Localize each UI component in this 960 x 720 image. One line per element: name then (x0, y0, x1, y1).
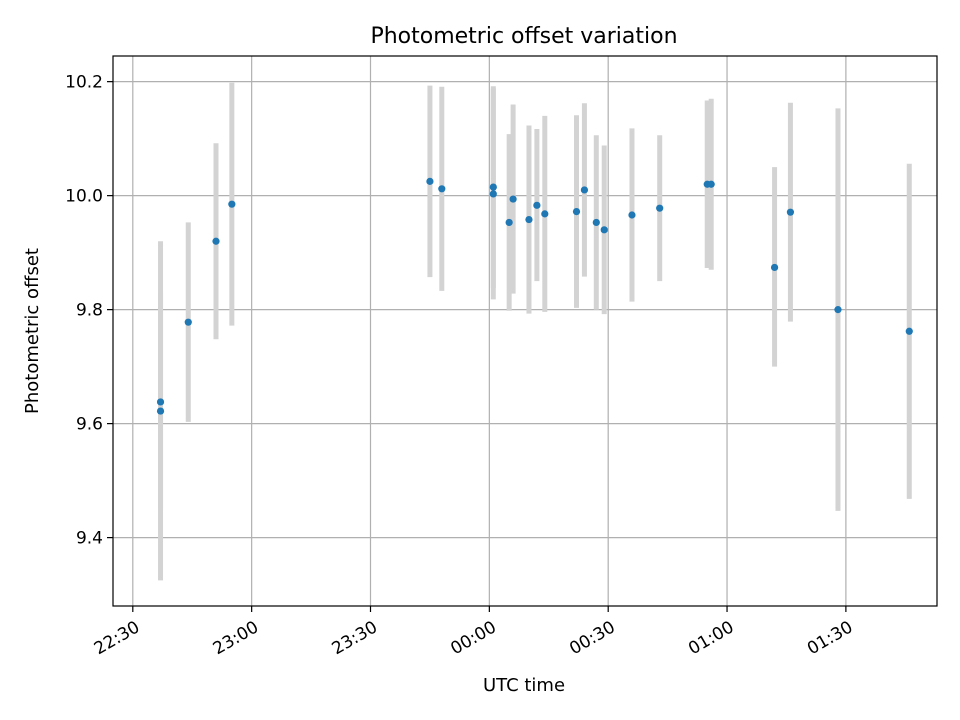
data-point (489, 190, 497, 198)
y-tick-label: 10.2 (65, 73, 103, 93)
x-axis-label: UTC time (483, 675, 565, 696)
data-point (628, 211, 636, 219)
data-point (184, 318, 192, 326)
y-axis-label: Photometric offset (22, 248, 43, 414)
data-point (525, 215, 533, 224)
data-point (905, 327, 913, 335)
data-point (572, 207, 581, 216)
data-point (592, 218, 600, 227)
data-point (212, 237, 220, 245)
y-tick-label: 9.6 (76, 415, 103, 435)
chart-title: Photometric offset variation (370, 24, 677, 49)
data-point (533, 201, 541, 209)
data-point (786, 208, 795, 216)
data-point (770, 263, 779, 272)
y-tick-label: 9.8 (76, 301, 103, 321)
data-point (156, 398, 165, 406)
grid-lines (113, 56, 937, 606)
y-tick-label: 9.4 (76, 529, 103, 549)
data-point (228, 200, 236, 208)
data-point (656, 204, 664, 212)
data-point (156, 407, 165, 415)
data-point (600, 226, 608, 234)
y-tick-label: 10.0 (65, 187, 103, 207)
data-point (426, 177, 434, 185)
data-point (505, 218, 513, 227)
data-point (489, 183, 497, 191)
data-point (438, 185, 446, 193)
data-point (509, 195, 517, 203)
data-point (707, 180, 715, 188)
data-point (541, 210, 549, 218)
data-point (834, 306, 842, 314)
y-axis-ticks: 9.4 9.6 9.8 10.0 10.2 (65, 73, 113, 549)
data-points (156, 177, 913, 415)
plot-frame (112, 55, 938, 607)
data-point (580, 186, 589, 194)
